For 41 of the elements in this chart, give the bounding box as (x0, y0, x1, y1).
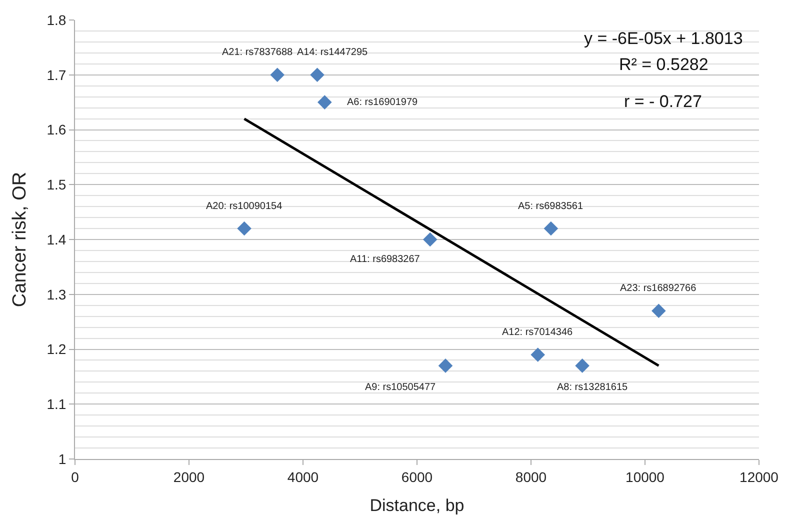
annotation: A12: rs7014346 (502, 327, 574, 338)
point (438, 358, 453, 373)
point (652, 304, 666, 318)
y-tick-label: 1.8 (46, 12, 66, 28)
y-tick-label: 1.1 (46, 396, 66, 412)
point (270, 68, 284, 82)
annotation: A11: rs6983267 (350, 254, 420, 265)
annotation: A6: rs16901979 (347, 97, 418, 108)
point (318, 95, 332, 110)
annotation: A23: rs16892766 (620, 283, 697, 294)
x-tick-label: 2000 (173, 468, 205, 485)
y-tick-label: 1.2 (46, 341, 66, 358)
x-tick-label: 4000 (287, 468, 319, 485)
annotation: R² = 0.5282 (619, 55, 708, 74)
y-tick-label: 1.4 (46, 231, 66, 248)
annotation: A5: rs6983561 (518, 201, 584, 212)
annotation: A20: rs10090154 (206, 201, 283, 212)
y-axis-title: Cancer risk, OR (10, 172, 31, 308)
x-tick-label: 12000 (740, 468, 779, 485)
x-tick-label: 8000 (515, 468, 547, 485)
y-tick-label: 1.3 (46, 286, 66, 302)
annotation: A14: rs1447295 (297, 47, 368, 58)
y-tick-label: 1.6 (46, 122, 66, 138)
y-tick-label: 1.7 (46, 66, 66, 83)
x-tick-label: 0 (71, 468, 80, 485)
point (530, 348, 545, 362)
point (237, 221, 252, 236)
point (310, 68, 324, 82)
point (544, 221, 558, 236)
x-axis-title: Distance, bp (370, 496, 464, 516)
point (422, 232, 438, 247)
annotation: A8: rs13281615 (557, 382, 628, 393)
y-tick-label: 1.5 (46, 176, 66, 193)
annotation: r = - 0.727 (624, 92, 702, 111)
annotation: y = -6E-05x + 1.8013 (584, 29, 743, 48)
point (575, 358, 590, 373)
x-tick-label: 6000 (401, 468, 433, 485)
y-tick-label: 1 (58, 450, 66, 467)
annotation: A9: rs10505477 (365, 382, 436, 393)
x-tick-label: 10000 (626, 468, 665, 485)
annotation: A21: rs7837688 (222, 47, 294, 58)
